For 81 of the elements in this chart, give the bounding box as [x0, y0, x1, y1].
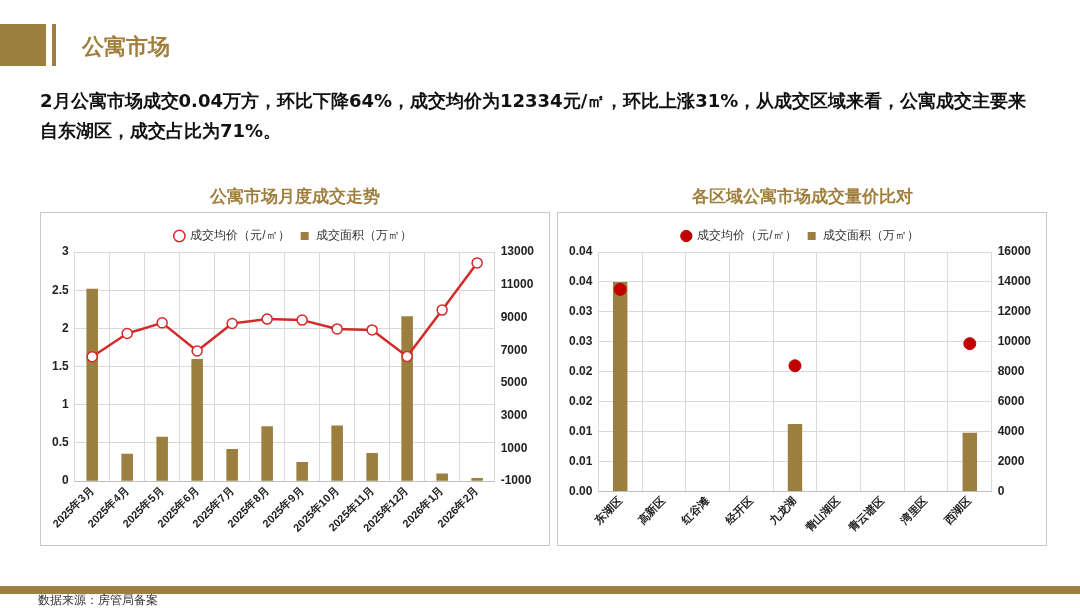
- y2-tick-label: 7000: [500, 342, 528, 357]
- text: 公寓市场: [82, 33, 170, 61]
- y-tick-label: 3: [61, 244, 69, 259]
- bar: [156, 436, 168, 481]
- legend-label: 成交均价（元/㎡）: [697, 228, 797, 243]
- x-tick-label: 东湖区: [591, 494, 624, 527]
- point: [471, 257, 483, 269]
- y2-tick-label: 13000: [500, 244, 535, 259]
- chart-title: 各区域公寓市场成交量价比对: [690, 185, 914, 208]
- point: [401, 350, 413, 363]
- legend-label: 成交面积（万㎡）: [315, 228, 412, 243]
- y-tick-label: 0.04: [569, 274, 593, 289]
- legend-label: 成交均价（元/㎡）: [190, 228, 290, 243]
- bar: [401, 316, 413, 481]
- point: [86, 351, 98, 363]
- y-tick-label: 0.02: [569, 394, 593, 409]
- y2-tick-label: 14000: [997, 274, 1032, 289]
- point: [366, 324, 378, 336]
- point: [296, 314, 308, 326]
- bar: [787, 423, 803, 492]
- x-tick-label: 高新区: [635, 494, 668, 527]
- bar: [436, 473, 448, 481]
- point: [331, 323, 343, 335]
- y2-tick-label: 0: [997, 483, 1005, 498]
- y2-tick-label: 16000: [997, 244, 1032, 259]
- y2-tick-label: 12000: [997, 304, 1032, 319]
- bar: [226, 449, 238, 481]
- y2-tick-label: 5000: [500, 375, 528, 390]
- x-tick-label: 九龙湖: [766, 494, 799, 527]
- y2-tick-label: 4000: [997, 423, 1025, 438]
- x-tick-label: 湾里区: [897, 494, 930, 527]
- x-tick-label: 青山湖区: [801, 494, 843, 535]
- y-tick-label: 0.01: [569, 423, 593, 438]
- y-tick-label: 0.04: [569, 244, 593, 259]
- point: [226, 317, 238, 330]
- bar: [612, 281, 628, 492]
- point: [963, 337, 977, 351]
- chart-title: 公寓市场月度成交走势: [209, 185, 381, 208]
- y-tick-label: 2: [61, 320, 69, 335]
- y-tick-label: 0.03: [569, 334, 593, 349]
- source-note: 数据来源：房管局备案: [38, 592, 158, 608]
- point: [613, 282, 627, 296]
- bar: [366, 452, 378, 481]
- point: [191, 345, 203, 357]
- x-tick-label: 西湖区: [940, 494, 974, 527]
- bar: [296, 462, 308, 481]
- y-tick-label: 1.5: [51, 358, 69, 373]
- y-tick-label: 1: [61, 397, 69, 412]
- y2-tick-label: 9000: [500, 309, 528, 324]
- y2-tick-label: 2000: [997, 453, 1025, 468]
- y-tick-label: 0: [61, 473, 69, 488]
- y2-tick-label: 1000: [500, 440, 528, 455]
- y2-tick-label: -1000: [500, 473, 532, 488]
- point: [261, 313, 273, 325]
- bar: [471, 478, 483, 481]
- y2-tick-label: 11000: [500, 277, 534, 292]
- bar: [86, 288, 98, 481]
- text: 2月公寓市场成交0.04万方，环比下降64%，成交均价为12334元/㎡，环比上涨31%，从成交区域来看，公寓成交主要来自东湖区，成交占比为71%。: [40, 89, 1028, 143]
- x-tick-label: 经开区: [722, 494, 755, 527]
- y2-tick-label: 3000: [500, 407, 528, 422]
- point: [156, 317, 168, 329]
- y2-tick-label: 6000: [997, 394, 1025, 409]
- x-tick-label: 红谷滩: [678, 494, 712, 527]
- point: [788, 359, 802, 373]
- bar: [331, 425, 343, 481]
- bar: [962, 432, 977, 492]
- legend-label: 成交面积（万㎡）: [822, 228, 919, 243]
- y-tick-label: 0.03: [569, 304, 593, 319]
- point: [436, 304, 448, 316]
- y2-tick-label: 10000: [997, 334, 1032, 349]
- y2-tick-label: 8000: [997, 364, 1025, 379]
- y-tick-label: 0.5: [51, 435, 69, 450]
- bar: [121, 453, 133, 481]
- bar: [261, 426, 273, 481]
- y-tick-label: 0.02: [569, 364, 593, 379]
- y-tick-label: 0.01: [569, 453, 593, 468]
- bar: [191, 358, 203, 481]
- y-tick-label: 2.5: [51, 282, 69, 297]
- y-tick-label: 0.00: [569, 483, 593, 498]
- x-tick-label: 青云谱区: [845, 494, 886, 535]
- point: [121, 327, 133, 340]
